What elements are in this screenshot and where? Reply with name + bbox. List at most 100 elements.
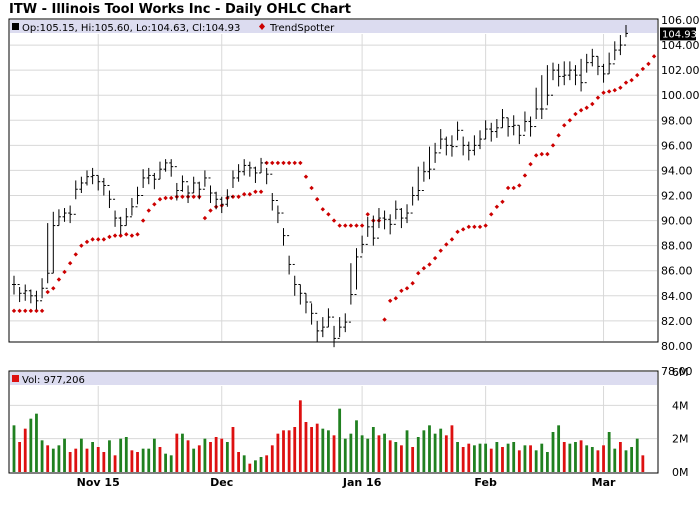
ohlc-bar [242,159,247,176]
price-tick-label: 86.00 [661,265,693,278]
volume-bar [360,435,364,472]
ohlc-bar [68,205,73,224]
volume-bar [641,455,645,472]
volume-bar [40,440,44,472]
trendspotter-dot [455,229,460,235]
trendspotter-dot [320,207,326,212]
ohlc-bar [478,130,483,150]
volume-bar [91,442,95,472]
trendspotter-dot [84,239,90,245]
ohlc-bar [410,186,415,214]
trendspotter-dot [337,223,342,228]
ohlc-bar [337,317,342,339]
volume-bar [450,425,454,472]
ohlc-bar [449,135,454,157]
ohlc-bar [270,173,275,211]
ohlc-bar [618,35,623,56]
ohlc-bar [40,278,45,302]
trendspotter-dot [635,72,640,78]
trendspotter-dot [270,160,275,166]
ohlc-bar [500,109,505,129]
ohlc-bar [315,312,320,343]
volume-bar [428,425,431,472]
trendspotter-dot [578,108,584,113]
ohlc-bar [202,170,207,190]
ohlc-bar [455,121,460,148]
volume-bar [557,425,561,472]
ohlc-bar [287,235,292,275]
volume-bar [400,445,403,472]
ohlc-bar [236,164,241,182]
trendspotter-dot [112,233,118,238]
ohlc-bar [174,166,179,201]
volume-bar [203,438,207,472]
trendspotter-dot [494,204,500,209]
ohlc-bar [393,200,398,225]
ohlc-bar [354,248,359,296]
volume-bar [501,447,504,472]
trendspotter-dot [39,308,45,314]
volume-tick-label: 4M [672,399,689,412]
trendspotter-dot [359,223,365,228]
volume-bar [293,427,297,472]
trendspotter-dot [623,80,629,85]
volume-bar [338,408,342,472]
ohlc-bar [45,223,50,289]
trendspotter-dot [365,212,370,217]
ohlc-bar [624,25,628,46]
volume-bar [540,443,544,472]
chart-title: ITW - Illinois Tool Works Inc - Daily OH… [9,2,351,17]
ohlc-bar [101,177,106,196]
volume-bar [422,430,426,472]
trendspotter-dot [17,308,22,314]
trendspotter-dot [28,308,34,314]
volume-bar [321,428,325,472]
volume-bar [433,433,437,472]
ohlc-bar [343,313,348,333]
ohlc-bar [135,186,140,208]
trendspotter-dot [298,160,303,166]
ohlc-bar [421,161,426,191]
price-tick-label: 78.00 [661,365,693,378]
volume-bar [192,448,196,472]
volume-series [12,400,645,472]
last-price-label: 104.93 [662,29,697,40]
ohlc-bar [573,65,578,86]
volume-bar [79,438,83,472]
volume-bar [635,438,639,472]
trendspotter-dot [416,271,421,276]
trendspotter-dot [483,223,488,228]
price-tick-label: 92.00 [661,190,693,203]
ohlc-bar [264,162,269,185]
ohlc-bar [309,301,314,325]
ohlc-bar [528,116,533,137]
volume-bar [596,450,600,472]
trendspotter-dot [421,266,427,271]
trendspotter-dot [67,260,73,266]
trendspotter-dot [191,194,196,199]
trendspotter-dot [651,54,657,59]
volume-bar [108,440,111,472]
ohlc-bar [562,61,567,86]
ohlc-bar [157,161,162,180]
volume-bar [383,433,386,472]
ohlc-bar [326,308,331,328]
ohlc-bar [360,235,365,258]
volume-bar [225,442,229,472]
volume-bar [310,427,313,472]
volume-tick-label: 0M [672,466,689,479]
volume-bar [534,450,538,472]
price-tick-label: 102.00 [661,64,700,77]
volume-bar [579,440,583,472]
trendspotter-dot [517,183,522,188]
trendspotter-dot [601,90,606,95]
ohlc-bar [298,284,303,305]
ohlc-bar [259,157,264,174]
ohlc-bar [124,208,129,227]
trendspotter-dot [444,242,449,247]
date-tick-label: Dec [210,476,233,489]
ohlc-bar [348,263,353,323]
volume-bar [124,437,128,472]
trendspotter-dot [489,212,494,217]
